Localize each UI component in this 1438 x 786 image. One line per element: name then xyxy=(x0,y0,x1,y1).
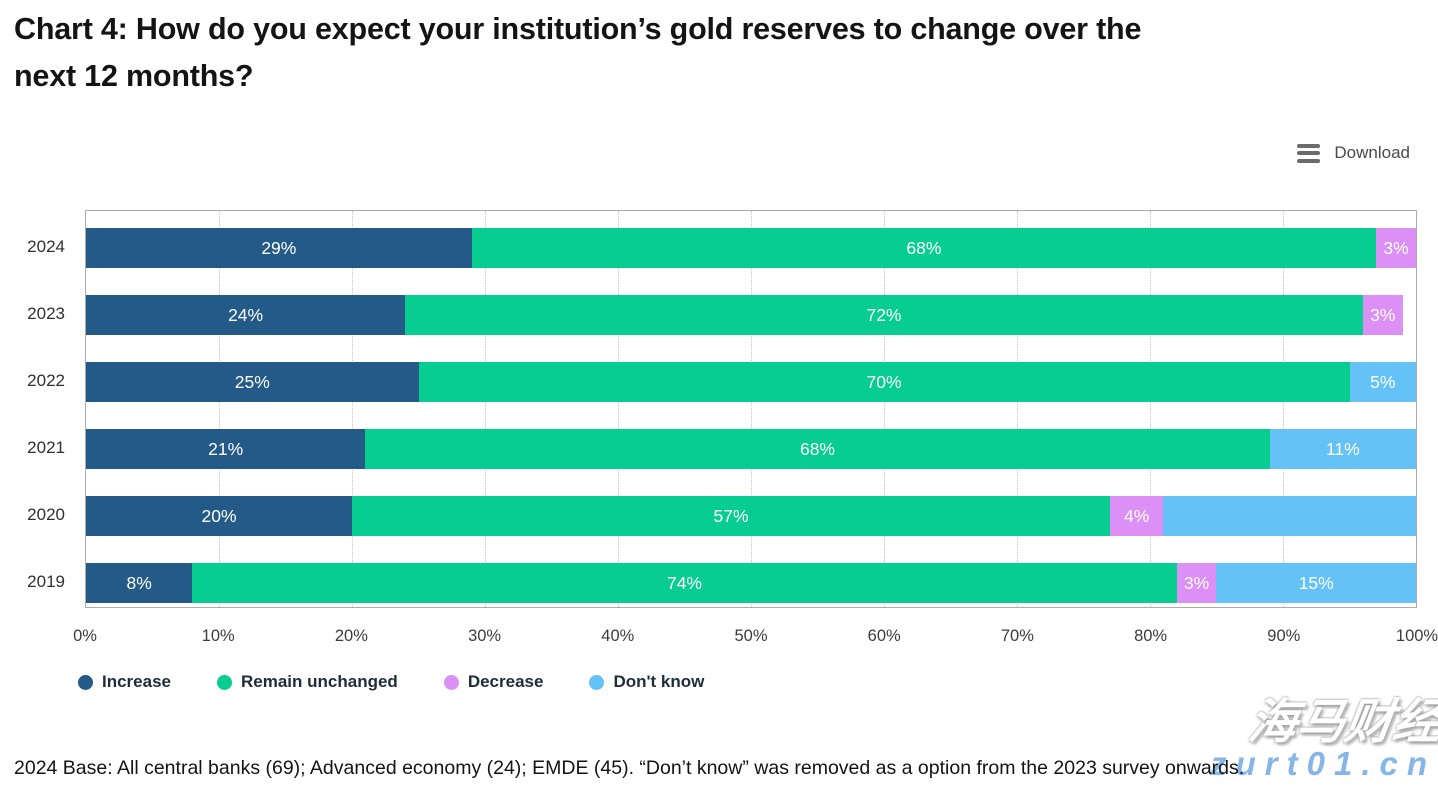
y-axis-label: 2021 xyxy=(27,438,65,457)
bar-row-2022: 25% 70% 5% xyxy=(86,362,1416,402)
bar-value-label: 25% xyxy=(234,371,270,392)
bar-value-label: 3% xyxy=(1183,572,1210,593)
y-axis-label: 2022 xyxy=(27,371,65,390)
bar-value-label: 68% xyxy=(799,438,835,459)
legend-swatch-icon xyxy=(443,674,459,690)
legend: Increase Remain unchanged Decrease Don't kn… xyxy=(78,672,704,692)
bar-row-2024: 29% 68% 3% xyxy=(86,228,1416,268)
gridline xyxy=(1017,211,1018,607)
plot-area: 29% 68% 3% 24% 72% 3% 25% 70% 5% 21% 68% 11% 20% 57% 4… xyxy=(85,210,1417,608)
bar-segment[interactable]: 5% xyxy=(1349,362,1416,402)
legend-label: Increase xyxy=(102,672,171,691)
legend-item[interactable]: Don't know xyxy=(589,672,704,692)
gridline xyxy=(219,211,220,607)
bar-segment[interactable]: 15% xyxy=(1216,563,1416,603)
bar-value-label: 3% xyxy=(1383,237,1409,258)
bar-segment[interactable]: 4% xyxy=(1110,496,1164,536)
x-axis-tick-label: 70% xyxy=(1000,627,1034,645)
gridline xyxy=(751,211,752,607)
bar-segment[interactable]: 21% xyxy=(86,429,366,469)
x-axis-tick-label: 50% xyxy=(734,627,768,645)
bar-segment[interactable]: 20% xyxy=(86,496,352,536)
bar-segment[interactable]: 68% xyxy=(365,429,1270,469)
bar-segment[interactable]: 3% xyxy=(1362,295,1403,335)
x-axis-tick-label: 20% xyxy=(334,627,368,645)
bar-segment[interactable]: 3% xyxy=(1376,228,1416,268)
y-axis-label: 2019 xyxy=(27,572,65,591)
bar-segment[interactable]: 74% xyxy=(192,563,1177,603)
gridline xyxy=(485,211,486,607)
bar-value-label: 21% xyxy=(208,438,244,459)
download-button[interactable]: Download xyxy=(1297,143,1410,163)
y-axis-label: 2024 xyxy=(27,237,65,256)
bar-value-label: 3% xyxy=(1370,304,1396,325)
page-title-line2: next 12 months? xyxy=(14,59,254,93)
footer-note: 2024 Base: All central banks (69); Advan… xyxy=(14,757,1245,779)
bar-segment[interactable]: 70% xyxy=(418,362,1350,402)
x-axis-tick-label: 90% xyxy=(1267,627,1301,645)
hamburger-menu-icon[interactable] xyxy=(1297,143,1321,163)
gridline xyxy=(1283,211,1284,607)
x-axis-tick-label: 10% xyxy=(201,627,235,645)
bar-value-label: 11% xyxy=(1325,438,1360,459)
bar-value-label: 72% xyxy=(866,304,902,325)
page-title: Chart 4: How do you expect your institut… xyxy=(14,6,1414,100)
x-axis-tick-label: 100% xyxy=(1395,627,1438,645)
bar-segment[interactable]: 3% xyxy=(1176,563,1217,603)
x-axis: 0% 10% 20% 30% 40% 50% 60% 70% 80% 90% 100% xyxy=(73,627,1438,653)
gridline xyxy=(1150,211,1151,607)
bar-segment[interactable]: 11% xyxy=(1269,429,1416,469)
bar-value-label: 4% xyxy=(1124,505,1150,526)
legend-item[interactable]: Increase xyxy=(78,672,171,692)
legend-swatch-icon xyxy=(589,674,605,690)
bar-value-label: 8% xyxy=(126,572,152,593)
bar-segment[interactable] xyxy=(1163,496,1416,536)
watermark-cn: 海马财经 xyxy=(1245,696,1438,749)
legend-item[interactable]: Remain unchanged xyxy=(217,672,398,692)
legend-label: Don't know xyxy=(613,672,705,691)
bar-value-label: 57% xyxy=(713,505,749,526)
bar-row-2019: 8% 74% 3% 15% xyxy=(86,563,1416,603)
legend-label: Decrease xyxy=(467,672,544,691)
legend-item[interactable]: Decrease xyxy=(443,672,544,692)
gridline xyxy=(352,211,353,607)
y-axis-label: 2023 xyxy=(27,304,65,323)
bar-value-label: 29% xyxy=(261,237,297,258)
bar-row-2023: 24% 72% 3% xyxy=(86,295,1416,335)
y-axis-label: 2020 xyxy=(27,505,65,524)
bar-value-label: 24% xyxy=(228,304,264,325)
bar-segment[interactable]: 8% xyxy=(86,563,193,603)
gridline xyxy=(884,211,885,607)
legend-swatch-icon xyxy=(78,674,93,690)
bar-row-2020: 20% 57% 4% xyxy=(86,496,1416,536)
gridline xyxy=(618,211,619,607)
x-axis-tick-label: 0% xyxy=(73,627,97,645)
x-axis-tick-label: 30% xyxy=(468,627,502,645)
watermark-domain: zurt01.cn xyxy=(1210,745,1436,782)
bar-segment[interactable]: 72% xyxy=(405,295,1363,335)
bar-segment[interactable]: 25% xyxy=(86,362,419,402)
bar-segment[interactable]: 29% xyxy=(86,228,472,268)
x-axis-tick-label: 40% xyxy=(601,627,635,645)
bar-segment[interactable]: 57% xyxy=(352,496,1111,536)
bar-row-2021: 21% 68% 11% xyxy=(86,429,1416,469)
bar-value-label: 70% xyxy=(866,371,902,392)
x-axis-tick-label: 60% xyxy=(867,627,901,645)
page-title-line1: Chart 4: How do you expect your institut… xyxy=(14,12,1142,46)
bar-segment[interactable]: 24% xyxy=(86,295,406,335)
bar-value-label: 74% xyxy=(666,572,702,593)
download-label[interactable]: Download xyxy=(1334,143,1410,162)
x-axis-tick-label: 80% xyxy=(1134,627,1168,645)
bar-value-label: 68% xyxy=(906,237,942,258)
bar-value-label: 5% xyxy=(1370,371,1396,392)
legend-swatch-icon xyxy=(217,674,232,690)
bar-segment[interactable]: 68% xyxy=(471,228,1377,268)
y-axis: 2024 2023 2022 2021 2020 2019 xyxy=(0,210,75,608)
legend-label: Remain unchanged xyxy=(241,672,398,691)
bar-value-label: 15% xyxy=(1298,572,1334,593)
bar-value-label: 20% xyxy=(201,505,237,526)
